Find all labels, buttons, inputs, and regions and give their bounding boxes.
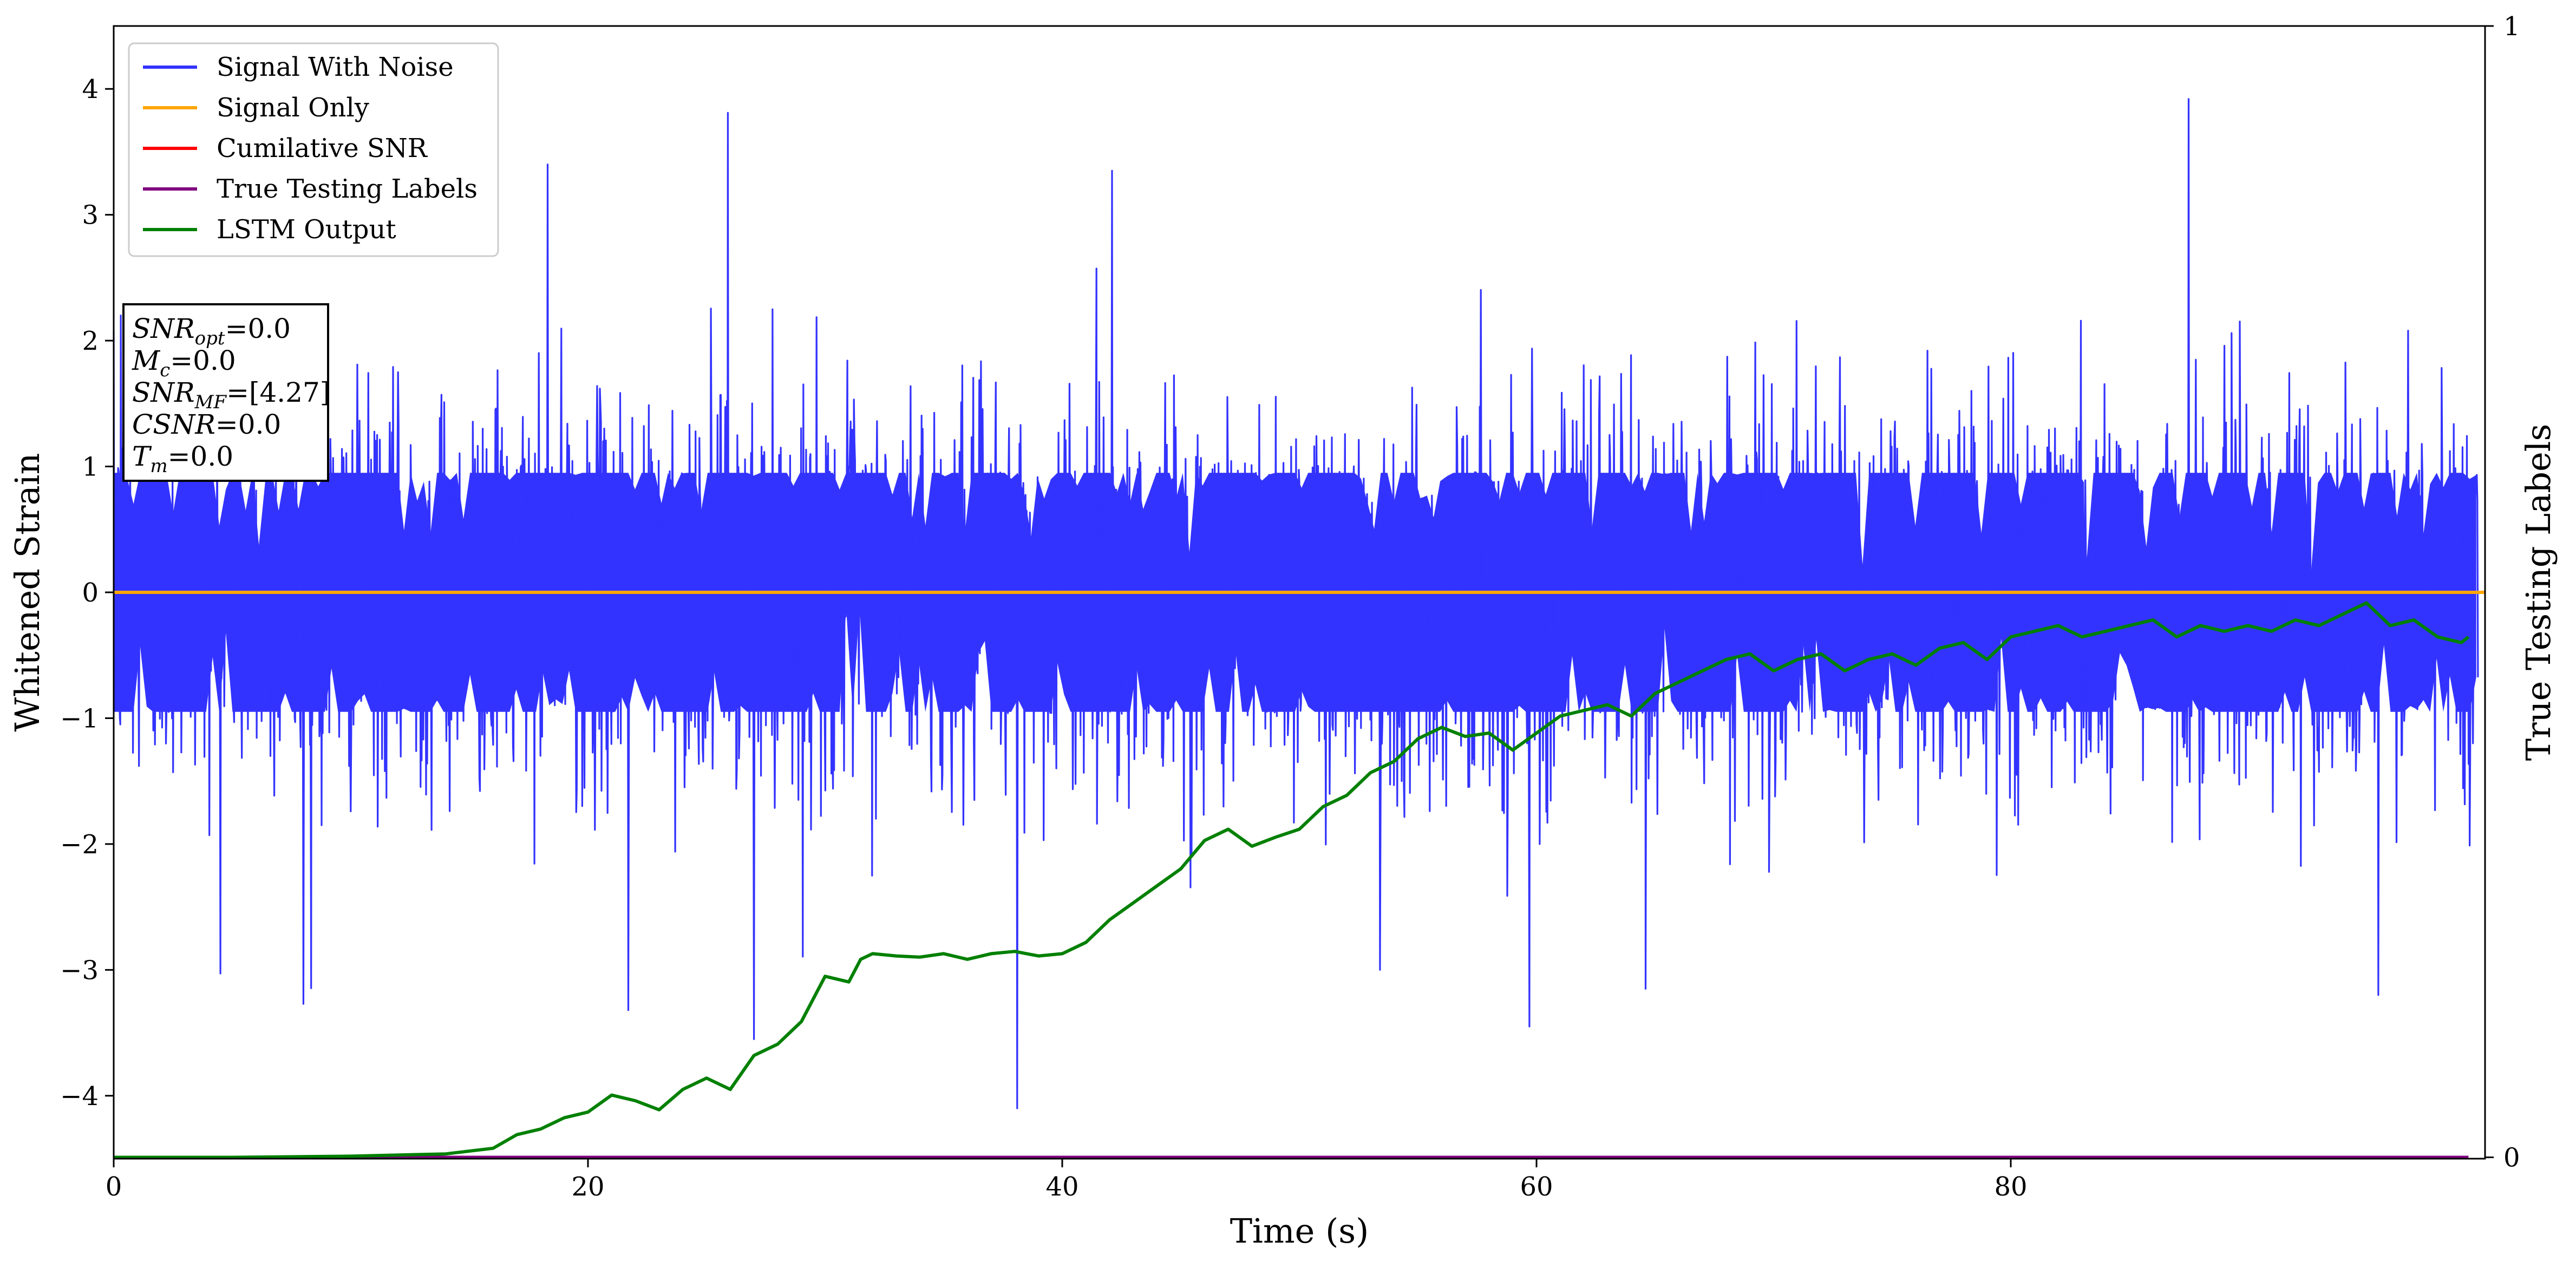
x-tick-label: 80 [1994,1172,2027,1202]
x-axis-label: Time (s) [1230,1211,1369,1251]
labels-layer: Time (s) Whitened Strain True Testing La… [8,424,2558,1251]
legend: Signal With Noise Signal Only Cumilative S… [128,42,499,257]
info-line: Tm=0.0 [132,441,233,477]
y2-tick-label: 0 [2503,1143,2520,1173]
series-layer [114,591,2485,1159]
info-line: Mc=0.0 [132,345,236,381]
info-box: SNRopt=0.0Mc=0.0SNRMF=[4.27]CSNR=0.0Tm=0… [122,303,330,482]
y-tick-label: −1 [60,703,99,734]
y2-tick-label: 1 [2503,11,2520,42]
x-tick-label: 20 [571,1172,604,1202]
legend-label-signal-only: Signal Only [217,93,369,123]
info-line: CSNR=0.0 [132,409,281,440]
y-tick-label: 4 [82,74,99,104]
legend-label-cumilative-snr: Cumilative SNR [217,133,428,164]
x-tick-label: 60 [1520,1172,1553,1202]
lstm-output-line [114,601,2470,1159]
x-tick-label: 40 [1045,1172,1078,1202]
y-tick-label: −3 [60,955,99,985]
y2-axis-label: True Testing Labels [2519,424,2558,761]
x-tick-label: 0 [106,1172,122,1202]
legend-label-lstm-output: LSTM Output [217,214,396,245]
y-tick-label: −2 [60,829,99,860]
info-line: SNRopt=0.0 [132,313,291,349]
y-tick-label: 2 [82,326,99,356]
legend-label-signal-with-noise: Signal With Noise [217,52,454,82]
y-axis-label: Whitened Strain [8,453,47,732]
legend-label-true-testing-labels: True Testing Labels [217,174,478,204]
y-tick-label: −4 [60,1081,99,1112]
info-line: SNRMF=[4.27] [132,377,330,413]
legend-box [128,42,499,257]
info-box-frame [122,303,329,482]
y-tick-label: 0 [82,578,99,608]
y-tick-label: 3 [82,200,99,231]
signal-with-noise-line [113,98,2479,1109]
y-tick-label: 1 [82,452,99,482]
